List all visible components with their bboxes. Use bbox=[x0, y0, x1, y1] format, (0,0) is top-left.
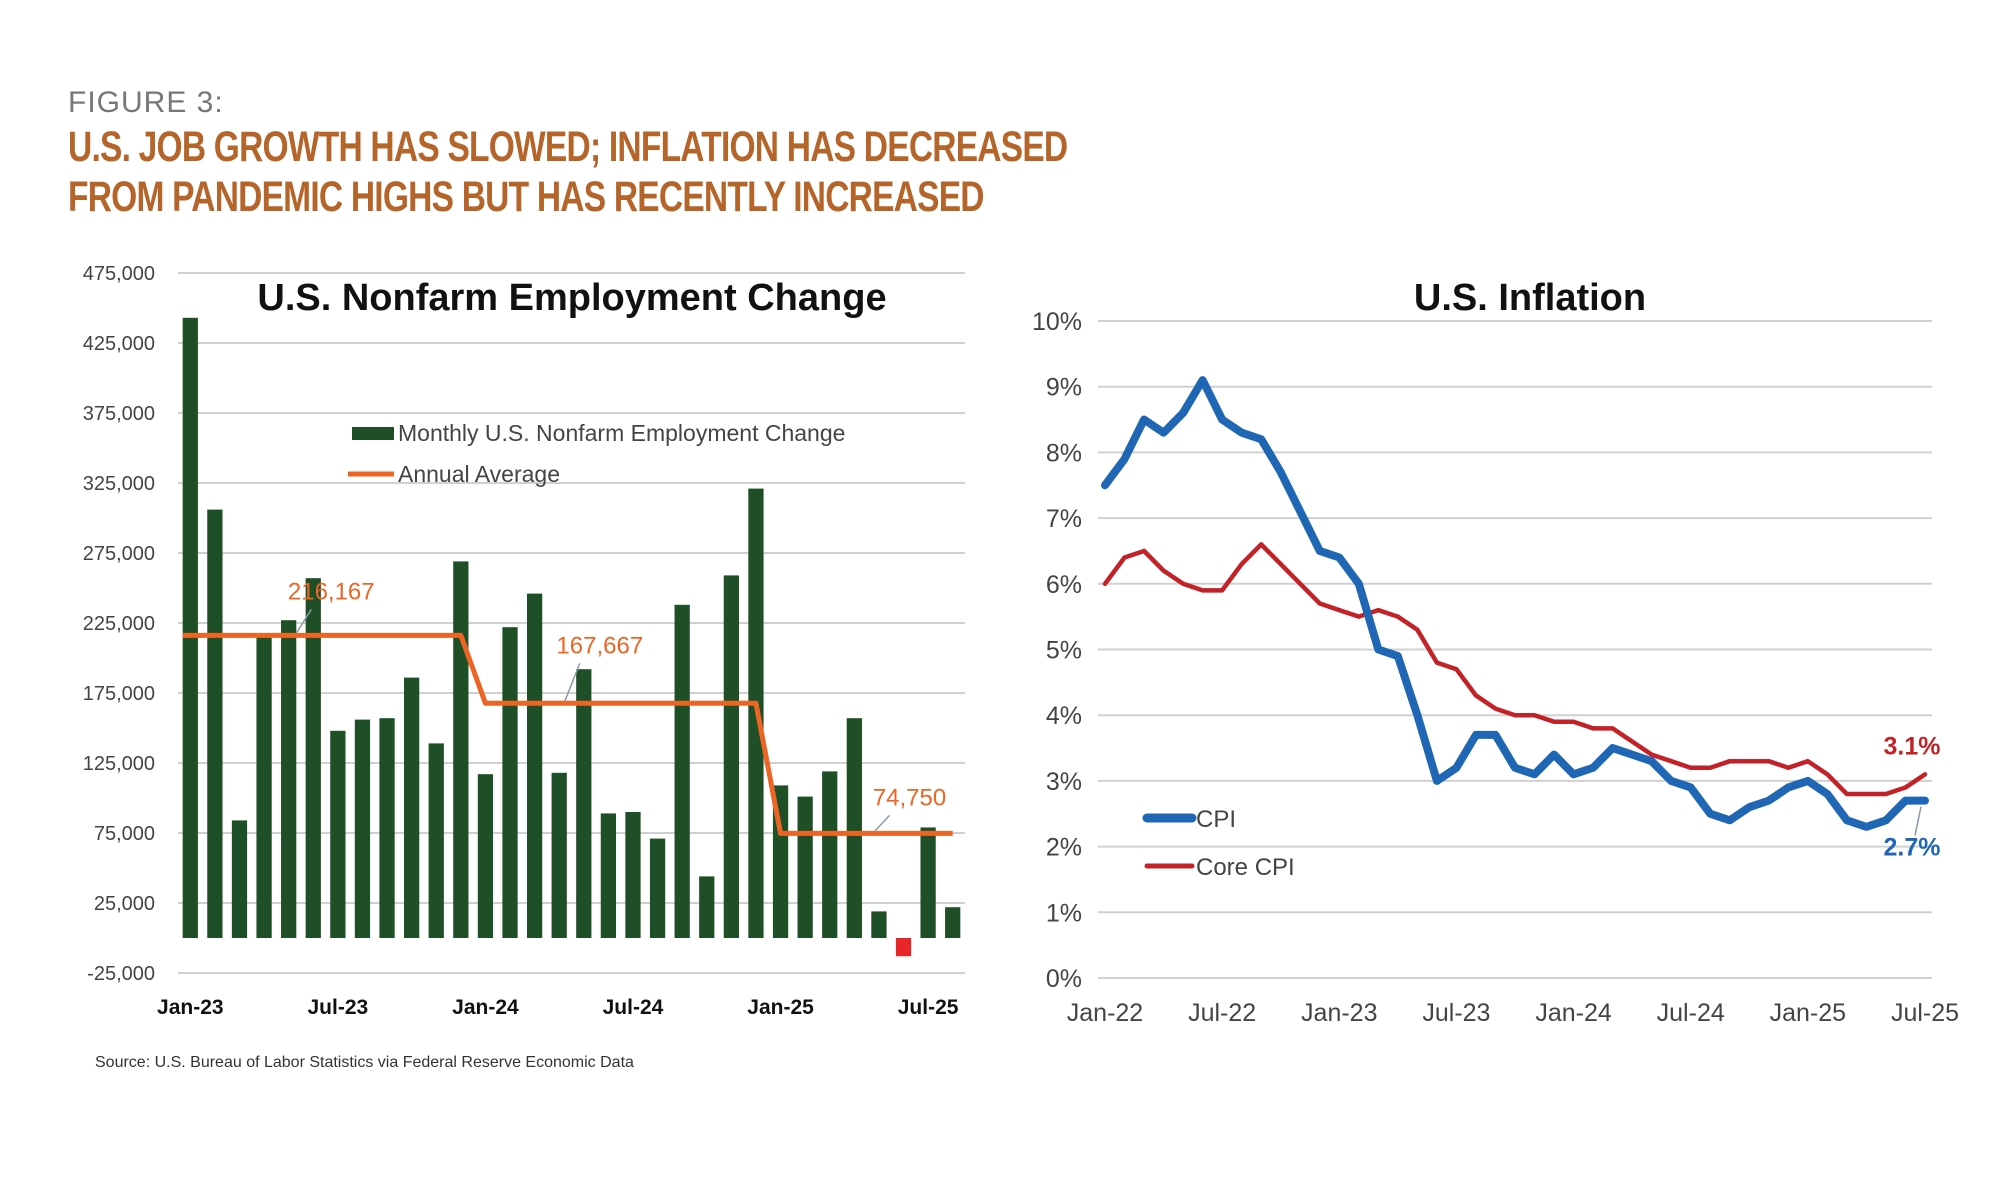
core-cpi-line bbox=[1102, 542, 1928, 797]
y-tick-label: 10% bbox=[1032, 308, 1082, 336]
x-tick-label: Jan-24 bbox=[452, 996, 519, 1019]
bar-sep-24 bbox=[674, 604, 690, 938]
x-tick-label: Jul-23 bbox=[308, 996, 369, 1019]
average-label: 216,167 bbox=[288, 578, 375, 605]
legend-bar-swatch bbox=[352, 427, 394, 440]
y-tick-label: 325,000 bbox=[83, 473, 155, 495]
x-tick-label: Jan-23 bbox=[157, 996, 224, 1019]
headline-line-2: FROM PANDEMIC HIGHS BUT HAS RECENTLY INC… bbox=[68, 173, 985, 221]
y-tick-label: 4% bbox=[1046, 702, 1082, 730]
legend-cpi-label: CPI bbox=[1196, 806, 1236, 833]
bar-oct-23 bbox=[404, 677, 420, 938]
y-tick-label: 3% bbox=[1046, 768, 1082, 796]
bar-jul-24 bbox=[625, 812, 641, 938]
x-tick-label: Jan-22 bbox=[1067, 999, 1143, 1027]
bar-apr-23 bbox=[256, 635, 272, 938]
average-label: 74,750 bbox=[873, 784, 946, 811]
y-tick-label: 225,000 bbox=[83, 613, 155, 635]
y-tick-label: 125,000 bbox=[83, 753, 155, 775]
y-tick-label: 375,000 bbox=[83, 403, 155, 425]
bar-jun-23 bbox=[305, 578, 321, 938]
data-label-leader bbox=[873, 814, 891, 832]
bar-mar-24 bbox=[526, 593, 543, 938]
bar-jul-25 bbox=[920, 827, 936, 938]
y-tick-label: 75,000 bbox=[94, 823, 155, 845]
bar-sep-23 bbox=[379, 718, 395, 938]
bar-may-25 bbox=[871, 911, 887, 938]
y-tick-label: 1% bbox=[1046, 899, 1082, 927]
employment-chart-title: U.S. Nonfarm Employment Change bbox=[257, 277, 886, 319]
bar-jun-24 bbox=[600, 813, 617, 938]
y-tick-label: 6% bbox=[1046, 571, 1082, 599]
figure-label: FIGURE 3: bbox=[68, 86, 224, 119]
bar-mar-23 bbox=[231, 820, 248, 938]
y-tick-label: 25,000 bbox=[94, 893, 155, 915]
y-tick-label: 9% bbox=[1046, 374, 1082, 402]
y-tick-label: 5% bbox=[1046, 637, 1082, 665]
y-tick-label: 7% bbox=[1046, 505, 1082, 533]
data-label-leader bbox=[295, 608, 312, 634]
x-tick-label: Jul-22 bbox=[1188, 999, 1256, 1027]
bar-jul-23 bbox=[330, 730, 346, 938]
bar-nov-24 bbox=[723, 575, 739, 938]
cpi-end-label: 2.7% bbox=[1884, 834, 1941, 862]
x-tick-label: Jul-25 bbox=[898, 996, 959, 1019]
y-tick-label: 0% bbox=[1046, 965, 1082, 993]
x-tick-label: Jul-24 bbox=[603, 996, 664, 1019]
x-tick-label: Jan-24 bbox=[1535, 999, 1612, 1027]
bar-may-23 bbox=[281, 620, 297, 938]
bar-nov-23 bbox=[428, 743, 444, 938]
x-tick-label: Jul-23 bbox=[1422, 999, 1490, 1027]
source-note: Source: U.S. Bureau of Labor Statistics … bbox=[95, 1054, 634, 1071]
bar-aug-25 bbox=[945, 907, 961, 938]
cpi-line bbox=[1101, 376, 1929, 831]
average-label: 167,667 bbox=[556, 632, 643, 659]
x-tick-label: Jul-24 bbox=[1657, 999, 1725, 1027]
x-tick-label: Jul-25 bbox=[1891, 999, 1959, 1027]
inflation-chart-title: U.S. Inflation bbox=[1414, 277, 1646, 319]
bar-aug-24 bbox=[649, 838, 666, 938]
y-tick-label: -25,000 bbox=[87, 963, 155, 985]
bar-mar-25 bbox=[822, 771, 838, 938]
legend-average-label: Annual Average bbox=[398, 461, 560, 487]
bar-apr-25 bbox=[846, 718, 862, 938]
legend-core-cpi-label: Core CPI bbox=[1196, 854, 1295, 881]
headline-line-1: U.S. JOB GROWTH HAS SLOWED; INFLATION HA… bbox=[68, 123, 1068, 171]
bar-oct-24 bbox=[699, 876, 715, 938]
bar-jan-24 bbox=[477, 774, 494, 938]
bar-apr-24 bbox=[551, 772, 567, 938]
y-tick-label: 425,000 bbox=[83, 333, 155, 355]
bar-aug-23 bbox=[354, 719, 371, 938]
figure-headline: U.S. JOB GROWTH HAS SLOWED; INFLATION HA… bbox=[68, 122, 1068, 222]
y-tick-label: 175,000 bbox=[83, 683, 155, 705]
bar-jun-25 bbox=[895, 938, 912, 957]
core-cpi-end-label: 3.1% bbox=[1884, 732, 1941, 760]
x-tick-label: Jan-23 bbox=[1301, 999, 1377, 1027]
x-tick-label: Jan-25 bbox=[747, 996, 814, 1019]
y-tick-label: 2% bbox=[1046, 834, 1082, 862]
data-label-leader bbox=[564, 662, 581, 702]
data-label-leader bbox=[1914, 806, 1922, 836]
y-tick-label: 275,000 bbox=[83, 543, 155, 565]
annual-average-line bbox=[182, 632, 953, 836]
y-tick-label: 475,000 bbox=[83, 263, 155, 285]
y-tick-label: 8% bbox=[1046, 439, 1082, 467]
bar-dec-23 bbox=[453, 561, 469, 938]
legend-bar-label: Monthly U.S. Nonfarm Employment Change bbox=[398, 420, 845, 446]
bar-jan-23 bbox=[182, 317, 198, 938]
bar-may-24 bbox=[576, 669, 592, 938]
x-tick-label: Jan-25 bbox=[1770, 999, 1846, 1027]
bar-feb-23 bbox=[207, 509, 223, 938]
